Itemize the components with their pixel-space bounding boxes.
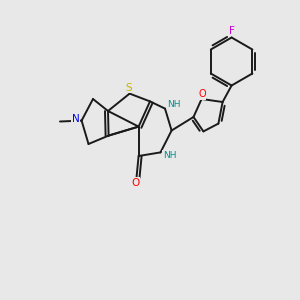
Text: F: F: [229, 26, 235, 36]
Text: NH: NH: [163, 151, 176, 160]
Text: N: N: [72, 114, 80, 124]
Text: O: O: [131, 178, 139, 188]
Text: NH: NH: [167, 100, 180, 109]
Text: O: O: [198, 89, 206, 99]
Text: S: S: [126, 82, 132, 93]
